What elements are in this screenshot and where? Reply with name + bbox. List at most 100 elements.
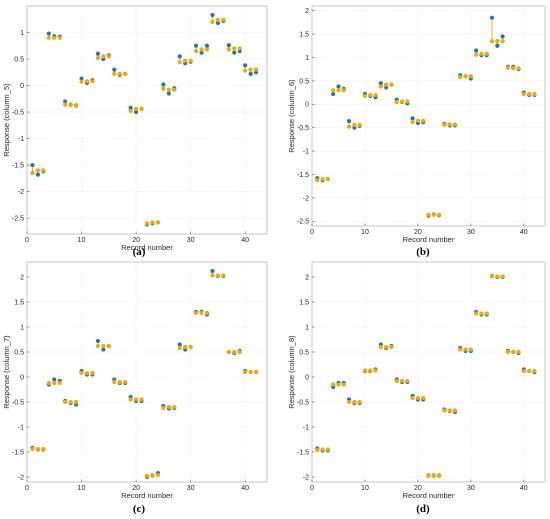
data-point-blue — [63, 99, 68, 104]
data-point-orange — [248, 67, 253, 72]
data-point-orange — [215, 273, 221, 278]
data-point-orange — [221, 17, 226, 22]
data-point-blue — [95, 51, 101, 56]
data-point-orange — [237, 46, 242, 51]
data-point-orange — [399, 99, 405, 104]
data-point-orange — [188, 344, 193, 350]
data-point-orange — [500, 274, 505, 279]
data-point-orange — [139, 397, 144, 402]
data-point-orange — [101, 343, 106, 349]
panel-caption: (d) — [416, 503, 430, 515]
y-tick-label: 1.5 — [299, 299, 309, 306]
data-point-orange — [442, 122, 447, 127]
y-tick-label: -1 — [303, 424, 309, 431]
y-tick-label: 0.5 — [299, 349, 309, 356]
plot-area — [27, 6, 267, 234]
y-tick-label: -2 — [303, 474, 309, 481]
data-point-orange — [489, 39, 495, 44]
data-point-orange — [431, 212, 436, 217]
data-point-orange — [73, 103, 79, 108]
data-point-orange — [463, 347, 468, 352]
data-point-orange — [172, 87, 177, 92]
x-tick-label: 0 — [310, 229, 314, 236]
data-point-orange — [84, 79, 90, 84]
data-point-blue — [161, 82, 166, 87]
data-point-orange — [357, 122, 362, 127]
x-tick-label: 30 — [187, 237, 195, 244]
data-point-orange — [532, 91, 537, 97]
data-point-orange — [210, 19, 215, 25]
data-point-orange — [331, 88, 336, 93]
data-point-orange — [166, 87, 171, 92]
data-point-orange — [378, 84, 383, 89]
y-tick-label: 2 — [20, 274, 24, 281]
data-point-orange — [357, 399, 362, 405]
data-point-orange — [458, 75, 463, 80]
data-point-orange — [511, 66, 516, 71]
data-point-orange — [527, 91, 532, 97]
x-tick-label: 10 — [361, 485, 369, 492]
data-point-blue — [101, 347, 106, 352]
data-point-orange — [232, 46, 237, 51]
y-axis-label: Response (column_5) — [2, 83, 11, 157]
data-point-orange — [405, 378, 410, 384]
y-tick-label: 2 — [305, 8, 309, 15]
data-point-orange — [199, 47, 204, 52]
data-point-orange — [52, 380, 57, 386]
x-tick-label: 20 — [132, 237, 140, 244]
y-tick-label: -1.5 — [12, 162, 24, 169]
y-axis-label: Response (column_7) — [2, 335, 11, 409]
data-point-orange — [128, 108, 133, 114]
y-tick-label: -0.5 — [297, 399, 309, 406]
y-tick-label: 1 — [20, 30, 24, 37]
y-tick-label: -2 — [18, 474, 24, 481]
x-tick-label: 10 — [78, 485, 86, 492]
data-point-orange — [253, 67, 259, 72]
y-tick-label: -1.5 — [297, 449, 309, 456]
data-point-orange — [150, 472, 155, 478]
y-tick-label: -1.5 — [297, 172, 309, 179]
data-point-orange — [226, 47, 231, 52]
y-tick-label: -0.5 — [297, 125, 309, 132]
data-point-orange — [52, 35, 57, 40]
y-tick-label: 0.5 — [14, 349, 24, 356]
data-point-orange — [101, 54, 106, 59]
data-point-orange — [452, 408, 458, 413]
data-point-blue — [35, 172, 41, 177]
data-point-orange — [447, 408, 452, 413]
y-tick-label: -0.5 — [12, 399, 24, 406]
plot-area — [312, 262, 545, 482]
y-tick-label: -1 — [18, 424, 24, 431]
data-point-orange — [431, 473, 436, 479]
data-point-orange — [346, 124, 352, 129]
data-point-orange — [128, 397, 133, 402]
y-tick-label: -1.5 — [12, 449, 24, 456]
data-point-orange — [117, 379, 122, 385]
x-tick-label: 0 — [25, 485, 29, 492]
axes-frame — [26, 261, 268, 483]
panel-b: -2.5-2-1.5-1-0.500.511.520 10 20 30 40Record… — [287, 5, 546, 258]
data-point-orange — [452, 122, 458, 127]
data-point-orange — [384, 344, 389, 350]
data-point-orange — [123, 379, 128, 385]
data-point-orange — [341, 382, 346, 387]
data-point-orange — [155, 220, 161, 225]
data-point-orange — [35, 168, 41, 173]
x-tick-label: 20 — [414, 229, 422, 236]
data-point-orange — [150, 220, 155, 225]
data-point-orange — [415, 395, 421, 401]
data-point-orange — [79, 79, 84, 84]
data-point-orange — [362, 93, 368, 98]
data-point-orange — [426, 212, 431, 217]
axes-frame — [311, 261, 546, 483]
data-point-blue — [204, 43, 210, 48]
x-tick-label: 30 — [187, 485, 195, 492]
data-point-orange — [378, 344, 383, 350]
data-point-orange — [389, 344, 394, 350]
data-point-blue — [215, 20, 221, 26]
x-tick-label: 20 — [132, 485, 140, 492]
data-point-orange — [346, 399, 352, 405]
data-point-blue — [52, 377, 57, 382]
x-tick-label: 10 — [78, 237, 86, 244]
